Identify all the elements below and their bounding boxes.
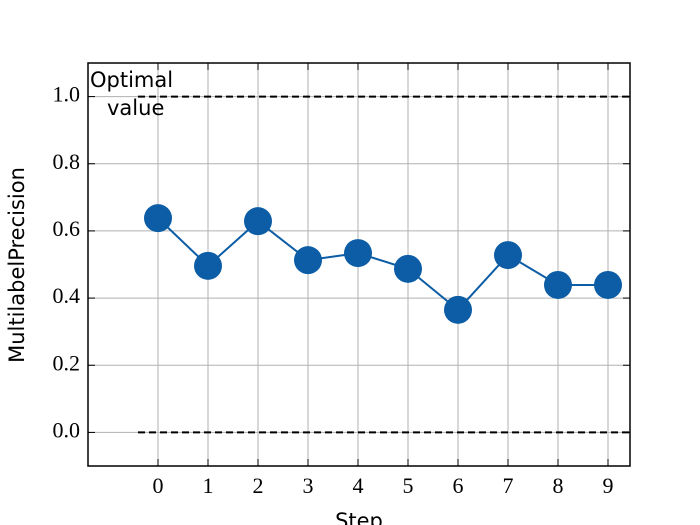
point bbox=[194, 251, 222, 280]
plot-frame bbox=[87, 62, 631, 467]
point bbox=[394, 254, 422, 283]
point bbox=[544, 270, 572, 299]
y-tick-label: 0.2 bbox=[53, 350, 81, 375]
point bbox=[244, 207, 272, 236]
x-tick-label: 8 bbox=[553, 473, 564, 498]
point bbox=[344, 239, 372, 268]
y-tick-label: 0.8 bbox=[53, 149, 81, 174]
x-tick-label: 6 bbox=[453, 473, 464, 498]
annotation: Optimal bbox=[90, 68, 173, 92]
x-tick-label: 5 bbox=[403, 473, 414, 498]
x-tick-label: 3 bbox=[303, 473, 314, 498]
y-tick-label: 0.0 bbox=[53, 417, 81, 442]
y-axis-label: MultilabelPrecision bbox=[5, 167, 29, 363]
x-tick-label: 9 bbox=[603, 473, 614, 498]
annotation: value bbox=[107, 96, 164, 120]
x-tick-label: 2 bbox=[253, 473, 264, 498]
y-tick-label: 1.0 bbox=[53, 82, 81, 107]
point bbox=[494, 241, 522, 270]
x-tick-label: 1 bbox=[203, 473, 214, 498]
x-axis-label: Step bbox=[335, 509, 383, 525]
x-tick-label: 7 bbox=[503, 473, 514, 498]
x-tick-label: 4 bbox=[353, 473, 364, 498]
point bbox=[144, 204, 172, 233]
series-line bbox=[157, 217, 608, 312]
point bbox=[594, 270, 622, 299]
point bbox=[294, 246, 322, 275]
point bbox=[444, 295, 472, 324]
y-tick-label: 0.4 bbox=[53, 283, 81, 308]
x-tick-label: 0 bbox=[153, 473, 164, 498]
y-tick-label: 0.6 bbox=[53, 216, 81, 241]
